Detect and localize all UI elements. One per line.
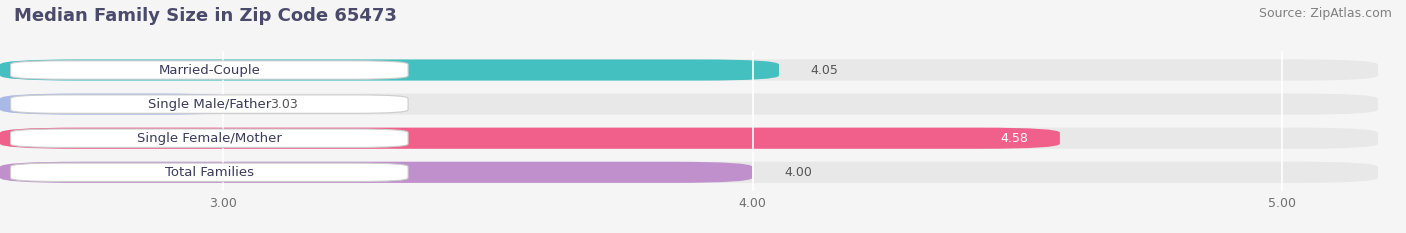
FancyBboxPatch shape: [0, 128, 1060, 149]
Text: Median Family Size in Zip Code 65473: Median Family Size in Zip Code 65473: [14, 7, 396, 25]
Text: Source: ZipAtlas.com: Source: ZipAtlas.com: [1258, 7, 1392, 20]
FancyBboxPatch shape: [11, 163, 408, 182]
Text: Total Families: Total Families: [165, 166, 254, 179]
Text: 4.00: 4.00: [785, 166, 813, 179]
FancyBboxPatch shape: [0, 162, 1378, 183]
Text: Single Female/Mother: Single Female/Mother: [136, 132, 281, 145]
FancyBboxPatch shape: [0, 59, 779, 81]
FancyBboxPatch shape: [0, 93, 239, 115]
FancyBboxPatch shape: [0, 93, 1378, 115]
Text: 4.05: 4.05: [811, 64, 839, 76]
Text: 3.03: 3.03: [270, 98, 298, 111]
Text: Single Male/Father: Single Male/Father: [148, 98, 271, 111]
FancyBboxPatch shape: [11, 95, 408, 113]
FancyBboxPatch shape: [0, 128, 1378, 149]
Text: Married-Couple: Married-Couple: [159, 64, 260, 76]
FancyBboxPatch shape: [11, 61, 408, 79]
FancyBboxPatch shape: [0, 59, 1378, 81]
FancyBboxPatch shape: [11, 129, 408, 147]
Text: 4.58: 4.58: [1000, 132, 1028, 145]
FancyBboxPatch shape: [0, 162, 752, 183]
